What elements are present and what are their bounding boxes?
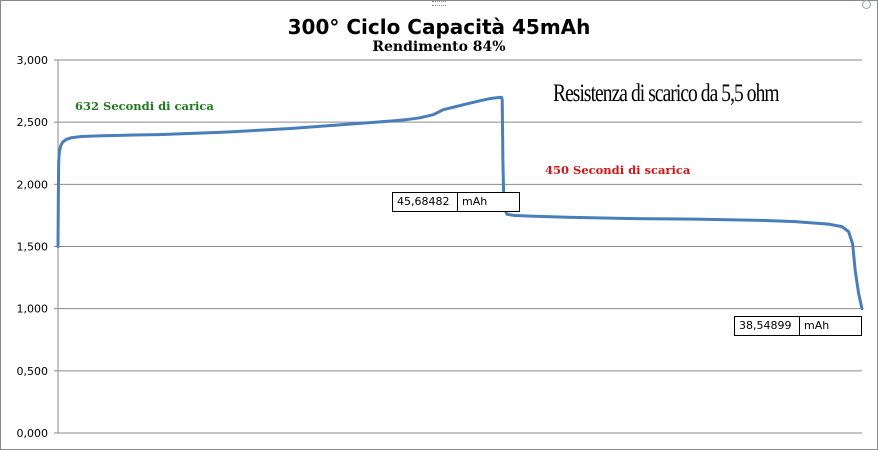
- discharge-capacity-box: 38,54899 mAh: [734, 316, 862, 336]
- chart-title: 300° Ciclo Capacità 45mAh: [287, 15, 591, 39]
- y-tick-label: 2,000: [17, 178, 49, 191]
- charge-capacity-value: 45,68482: [393, 193, 458, 211]
- corner-handle-top-right[interactable]: [862, 0, 871, 9]
- charge-capacity-box: 45,68482 mAh: [392, 192, 520, 212]
- discharge-capacity-value: 38,54899: [735, 317, 800, 335]
- charge-time-annotation: 632 Secondi di carica: [75, 99, 214, 113]
- y-tick-label: 0,000: [17, 427, 49, 440]
- y-tick-label: 2,500: [17, 116, 49, 129]
- charge-capacity-unit: mAh: [462, 195, 488, 208]
- discharge-time-annotation: 450 Secondi di scarica: [545, 163, 691, 177]
- y-tick-label: 1,000: [17, 303, 49, 316]
- y-tick-label: 1,500: [17, 241, 49, 254]
- resistance-annotation: Resistenza di scarico da 5,5 ohm: [553, 80, 780, 107]
- voltage-series-line: [56, 95, 864, 311]
- chart-subtitle: Rendimento 84%: [372, 39, 506, 55]
- resize-grip-top[interactable]: [432, 1, 446, 6]
- y-tick-label: 0,500: [17, 365, 49, 378]
- discharge-capacity-unit: mAh: [804, 319, 830, 332]
- y-tick-label: 3,000: [17, 54, 49, 67]
